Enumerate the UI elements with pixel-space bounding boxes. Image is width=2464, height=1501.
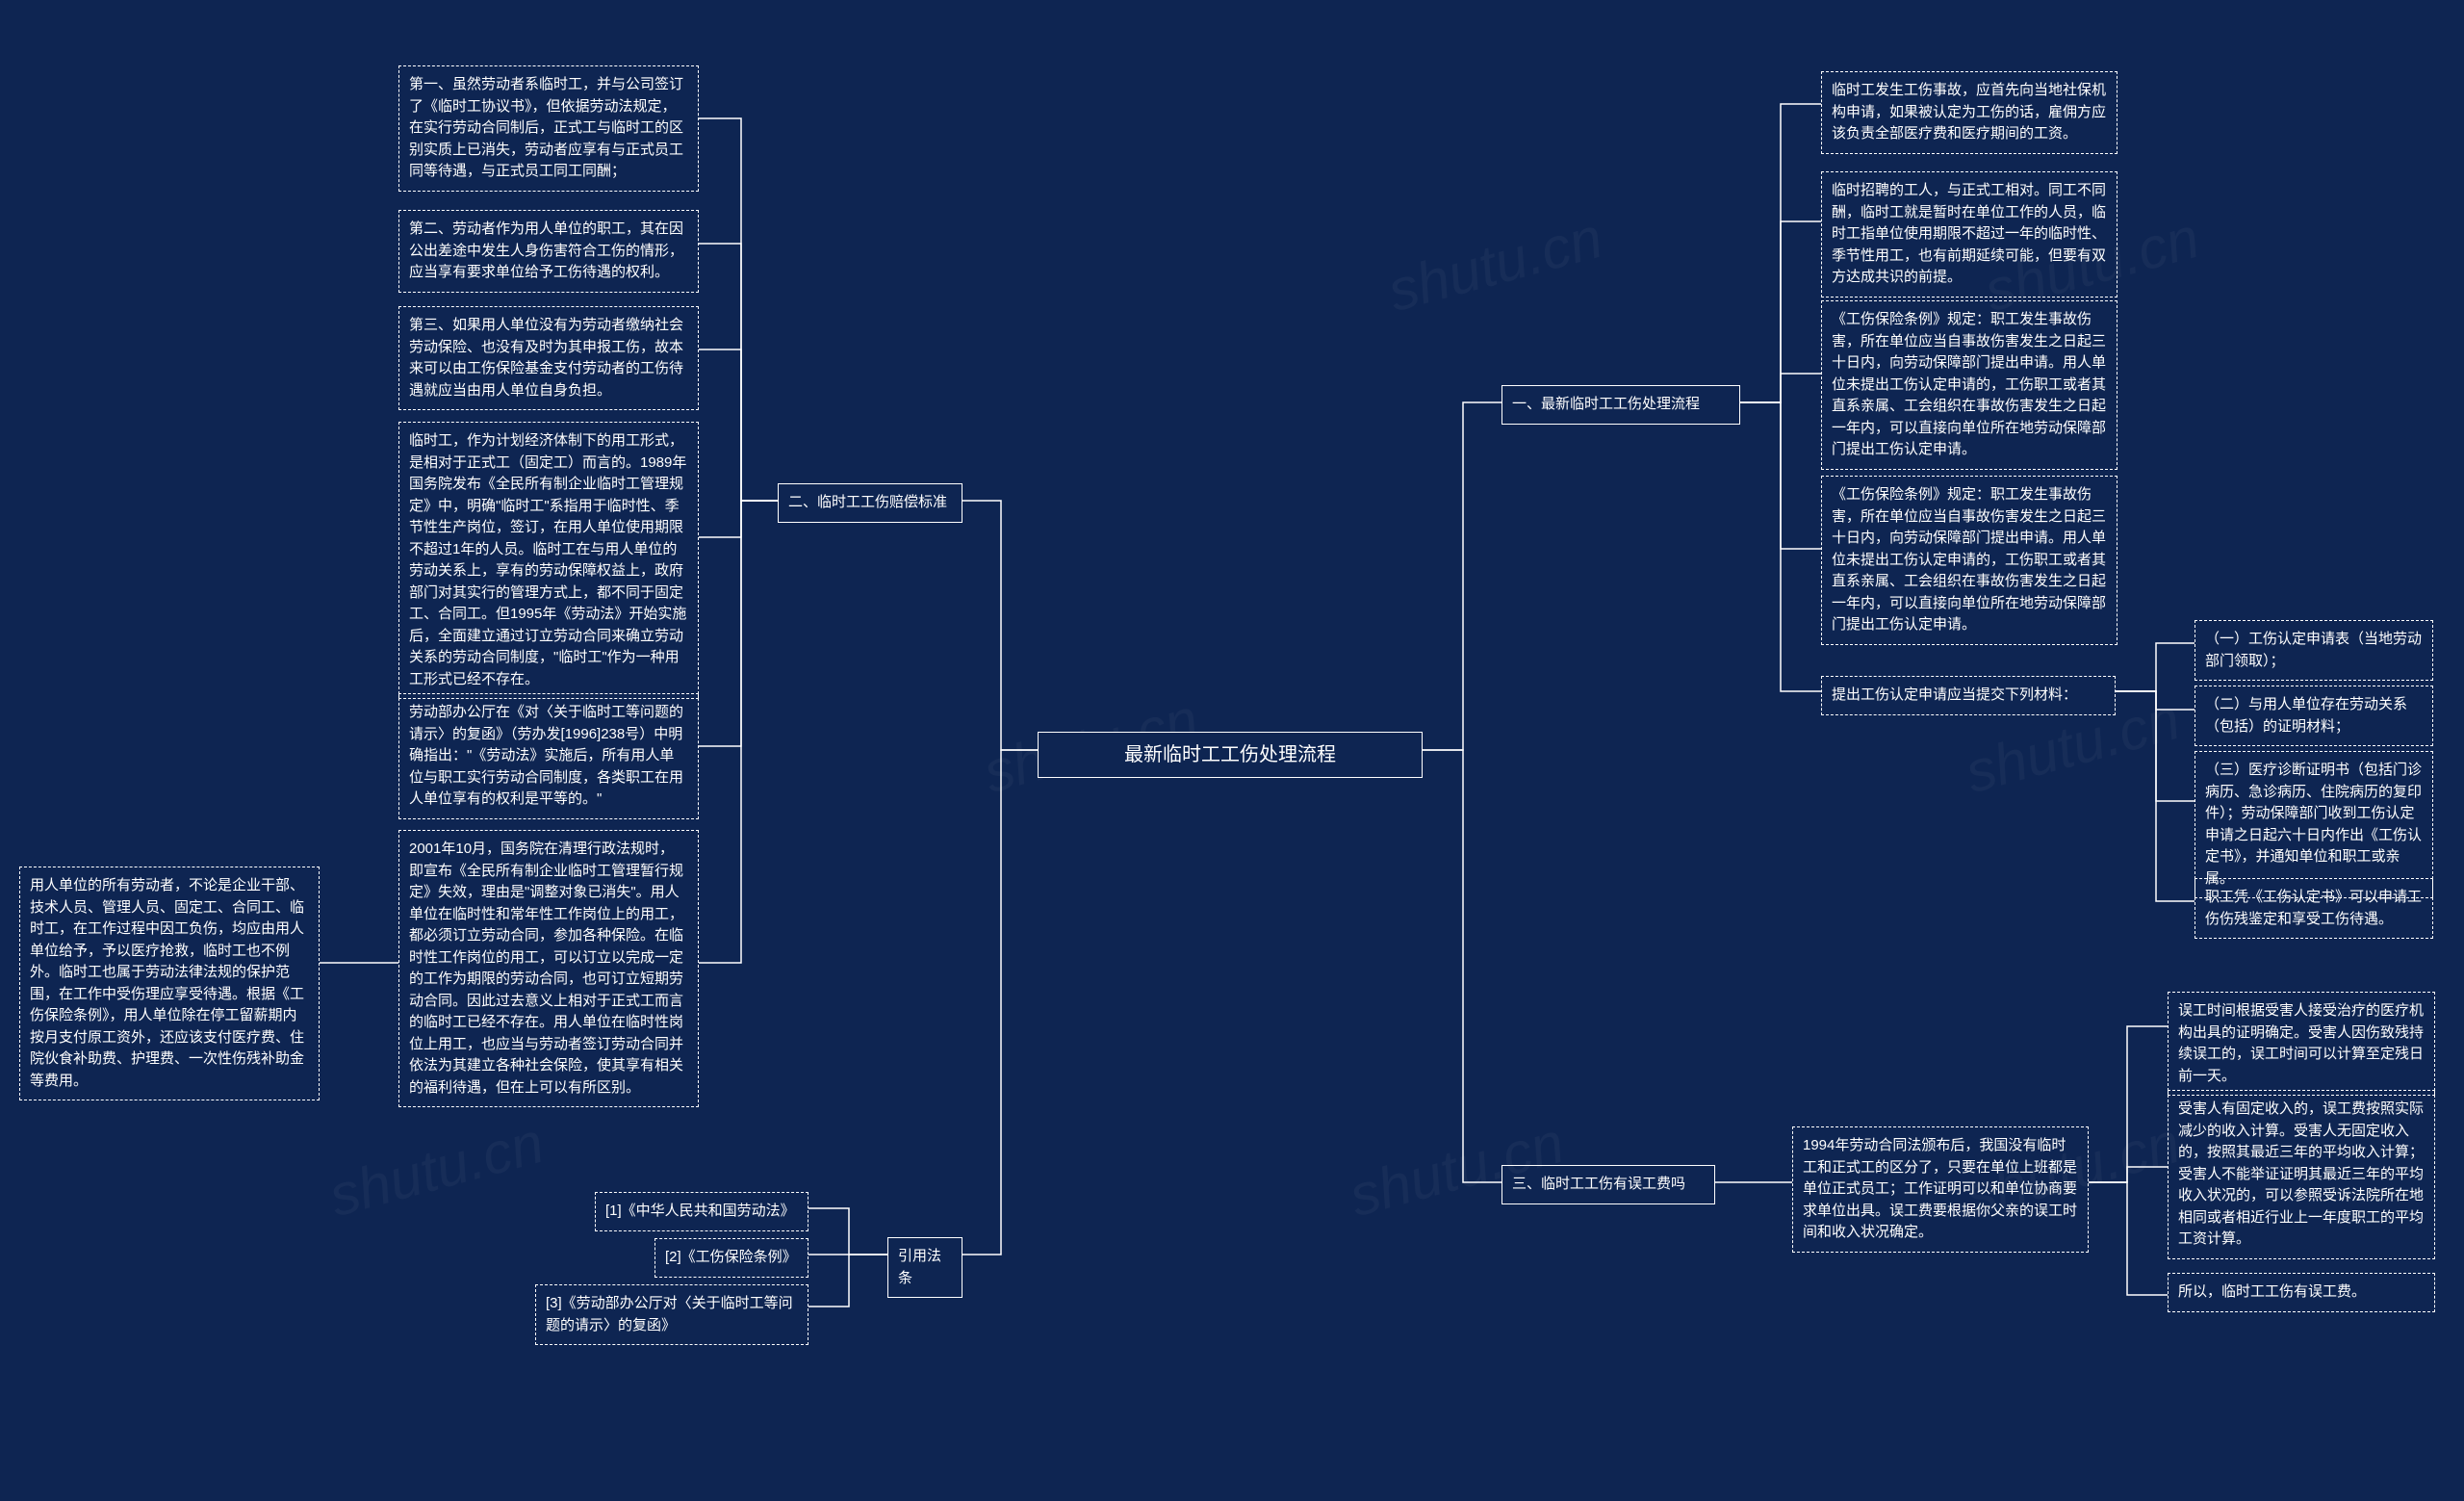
watermark: shutu.cn	[322, 1109, 551, 1229]
branch-2-child-5: 劳动部办公厅在《对〈关于临时工等问题的请示〉的复函》（劳办发[1996]238号…	[398, 693, 699, 819]
branch-1-child-1: 临时工发生工伤事故，应首先向当地社保机构申请，如果被认定为工伤的话，雇佣方应该负…	[1821, 71, 2118, 154]
branch-1: 一、最新临时工工伤处理流程	[1502, 385, 1740, 425]
branch-2: 二、临时工工伤赔偿标准	[778, 483, 962, 523]
branch-2-child-4: 临时工，作为计划经济体制下的用工形式，是相对于正式工（固定工）而言的。1989年…	[398, 422, 699, 699]
branch-4: 引用法条	[887, 1237, 962, 1298]
branch-1-grandchild-3: （三）医疗诊断证明书（包括门诊病历、急诊病历、住院病历的复印件）；劳动保障部门收…	[2194, 751, 2433, 898]
branch-3: 三、临时工工伤有误工费吗	[1502, 1165, 1715, 1204]
branch-1-child-2: 临时招聘的工人，与正式工相对。同工不同酬，临时工就是暂时在单位工作的人员，临时工…	[1821, 171, 2118, 298]
branch-2-child-6: 2001年10月，国务院在清理行政法规时，即宣布《全民所有制企业临时工管理暂行规…	[398, 830, 699, 1107]
branch-1-child-5: 提出工伤认定申请应当提交下列材料：	[1821, 676, 2116, 715]
root-node: 最新临时工工伤处理流程	[1038, 732, 1423, 778]
branch-4-child-2: [2]《工伤保险条例》	[654, 1238, 808, 1278]
branch-3-grandchild-1: 误工时间根据受害人接受治疗的医疗机构出具的证明确定。受害人因伤致残持续误工的，误…	[2168, 992, 2435, 1096]
branch-4-child-1: [1]《中华人民共和国劳动法》	[595, 1192, 808, 1231]
branch-2-child-1: 第一、虽然劳动者系临时工，并与公司签订了《临时工协议书》，但依据劳动法规定，在实…	[398, 65, 699, 192]
branch-1-grandchild-1: （一）工伤认定申请表（当地劳动部门领取）；	[2194, 620, 2433, 681]
branch-2-child-3: 第三、如果用人单位没有为劳动者缴纳社会劳动保险、也没有及时为其申报工伤，故本来可…	[398, 306, 699, 410]
branch-3-grandchild-2: 受害人有固定收入的，误工费按照实际减少的收入计算。受害人无固定收入的，按照其最近…	[2168, 1090, 2435, 1259]
branch-1-child-3: 《工伤保险条例》规定：职工发生事故伤害，所在单位应当自事故伤害发生之日起三十日内…	[1821, 300, 2118, 470]
watermark: shutu.cn	[1381, 204, 1609, 324]
branch-3-child-1: 1994年劳动合同法颁布后，我国没有临时工和正式工的区分了，只要在单位上班都是单…	[1792, 1126, 2089, 1253]
branch-1-child-4: 《工伤保险条例》规定：职工发生事故伤害，所在单位应当自事故伤害发生之日起三十日内…	[1821, 476, 2118, 645]
branch-2-child-2: 第二、劳动者作为用人单位的职工，其在因公出差途中发生人身伤害符合工伤的情形，应当…	[398, 210, 699, 293]
branch-1-grandchild-2: （二）与用人单位存在劳动关系（包括）的证明材料；	[2194, 686, 2433, 746]
branch-3-grandchild-3: 所以，临时工工伤有误工费。	[2168, 1273, 2435, 1312]
branch-2-grandchild-1: 用人单位的所有劳动者，不论是企业干部、技术人员、管理人员、固定工、合同工、临时工…	[19, 867, 320, 1100]
branch-4-child-3: [3]《劳动部办公厅对〈关于临时工等问题的请示〉的复函》	[535, 1284, 808, 1345]
branch-1-grandchild-4: 职工凭《工伤认定书》可以申请工伤伤残鉴定和享受工伤待遇。	[2194, 878, 2433, 939]
